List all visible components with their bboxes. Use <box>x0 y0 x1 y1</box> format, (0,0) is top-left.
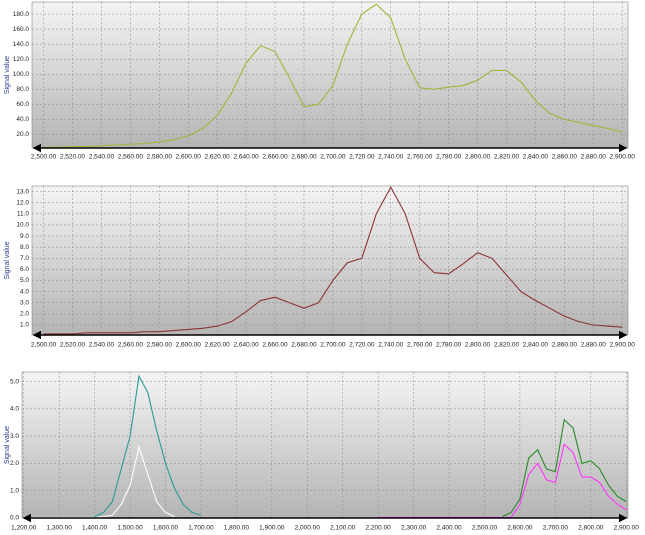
x-tick-label: 2,720.00 <box>349 342 375 349</box>
x-tick-label: 2,840.00 <box>523 342 549 349</box>
y-tick-label: 120.0 <box>13 56 30 63</box>
y-tick-label: 160.0 <box>13 26 30 33</box>
x-tick-label: 2,880.00 <box>581 342 607 349</box>
y-tick-label: 5.0 <box>20 277 29 284</box>
y-tick-label: 10.0 <box>16 222 29 229</box>
x-tick-label: 2,300.00 <box>401 525 427 532</box>
x-tick-label: 1,200.00 <box>11 525 37 532</box>
x-tick-label: 2,560.00 <box>118 342 144 349</box>
y-tick-label: 100.0 <box>13 71 30 78</box>
x-tick-label: 2,700.00 <box>543 525 569 532</box>
y-tick-label: 1.0 <box>20 322 29 329</box>
x-tick-label: 2,600.00 <box>507 525 533 532</box>
x-tick-label: 2,840.00 <box>523 154 549 161</box>
y-tick-label: 5.0 <box>10 378 19 385</box>
y-tick-label: 1.0 <box>10 487 19 494</box>
x-tick-label: 2,900.00 <box>610 154 636 161</box>
x-tick-label: 2,600.00 <box>176 154 202 161</box>
x-tick-label: 2,500.00 <box>31 342 57 349</box>
x-tick-label: 2,520.00 <box>60 342 86 349</box>
y-tick-label: 2.0 <box>10 460 19 467</box>
plot-area <box>21 371 629 519</box>
y-tick-label: 180.0 <box>13 11 30 18</box>
signal-line <box>501 418 627 518</box>
y-tick-label: 3.0 <box>10 433 19 440</box>
x-tick-label: 2,820.00 <box>494 342 520 349</box>
x-tick-label: 2,660.00 <box>262 342 288 349</box>
x-tick-label: 2,700.00 <box>320 342 346 349</box>
x-tick-label: 1,600.00 <box>153 525 179 532</box>
y-axis-label: Signal value <box>4 56 11 94</box>
x-tick-label: 2,580.00 <box>147 154 173 161</box>
x-tick-label: 2,680.00 <box>291 154 317 161</box>
y-tick-label: 12.0 <box>16 199 29 206</box>
y-tick-label: 9.0 <box>20 233 29 240</box>
y-axis-label: Signal value <box>4 426 11 464</box>
x-tick-label: 2,560.00 <box>118 154 144 161</box>
x-tick-label: 2,200.00 <box>366 525 392 532</box>
plot-area <box>31 185 629 336</box>
x-tick-label: 2,880.00 <box>581 154 607 161</box>
y-tick-label: 11.0 <box>17 211 30 218</box>
signal-line <box>94 374 202 518</box>
x-tick-label: 2,100.00 <box>330 525 356 532</box>
x-tick-label: 1,700.00 <box>188 525 214 532</box>
x-tick-label: 2,820.00 <box>494 154 520 161</box>
x-tick-label: 1,400.00 <box>82 525 108 532</box>
x-tick-label: 2,860.00 <box>552 342 578 349</box>
x-tick-label: 2,720.00 <box>349 154 375 161</box>
y-tick-label: 20.0 <box>16 131 29 138</box>
x-tick-label: 2,540.00 <box>89 154 115 161</box>
x-tick-label: 2,400.00 <box>436 525 462 532</box>
x-tick-label: 2,780.00 <box>436 342 462 349</box>
x-tick-label: 2,780.00 <box>436 154 462 161</box>
x-tick-label: 1,900.00 <box>259 525 285 532</box>
x-tick-label: 2,660.00 <box>262 154 288 161</box>
y-tick-label: 6.0 <box>20 266 29 273</box>
y-tick-label: 13.0 <box>16 188 29 195</box>
x-tick-label: 2,900.00 <box>614 525 640 532</box>
x-tick-label: 2,620.00 <box>205 154 231 161</box>
x-tick-label: 2,800.00 <box>465 154 491 161</box>
plot-area <box>31 1 629 149</box>
x-tick-label: 2,500.00 <box>31 154 57 161</box>
signal-line <box>43 3 623 148</box>
x-tick-label: 2,800.00 <box>578 525 604 532</box>
y-tick-label: 140.0 <box>13 41 30 48</box>
x-tick-label: 2,520.00 <box>60 154 86 161</box>
x-tick-label: 2,600.00 <box>176 342 202 349</box>
x-tick-label: 2,680.00 <box>291 342 317 349</box>
x-tick-label: 2,700.00 <box>320 154 346 161</box>
x-tick-label: 2,760.00 <box>407 154 433 161</box>
y-tick-label: 2.0 <box>20 311 29 318</box>
x-tick-label: 1,500.00 <box>117 525 143 532</box>
x-tick-label: 2,800.00 <box>465 342 491 349</box>
x-tick-label: 2,500.00 <box>472 525 498 532</box>
y-tick-label: 80.0 <box>16 86 29 93</box>
y-tick-label: 7.0 <box>20 255 29 262</box>
x-tick-label: 2,640.00 <box>233 154 259 161</box>
y-tick-label: 4.0 <box>10 406 19 413</box>
x-tick-label: 2,640.00 <box>233 342 259 349</box>
y-tick-label: 4.0 <box>20 288 29 295</box>
x-tick-label: 2,740.00 <box>378 154 404 161</box>
y-tick-label: 40.0 <box>16 116 29 123</box>
y-tick-label: 8.0 <box>20 244 29 251</box>
x-tick-label: 2,580.00 <box>147 342 173 349</box>
y-tick-label: 0.0 <box>10 515 19 522</box>
x-tick-label: 2,540.00 <box>89 342 115 349</box>
y-tick-label: 60.0 <box>16 101 29 108</box>
y-tick-label: 3.0 <box>20 299 29 306</box>
x-tick-label: 2,860.00 <box>552 154 578 161</box>
x-tick-label: 1,300.00 <box>47 525 73 532</box>
x-tick-label: 2,740.00 <box>378 342 404 349</box>
x-tick-label: 2,760.00 <box>407 342 433 349</box>
x-tick-label: 1,800.00 <box>224 525 250 532</box>
x-tick-label: 2,000.00 <box>295 525 321 532</box>
x-tick-label: 2,900.00 <box>610 342 636 349</box>
x-tick-label: 2,620.00 <box>205 342 231 349</box>
y-axis-label: Signal value <box>4 241 11 279</box>
